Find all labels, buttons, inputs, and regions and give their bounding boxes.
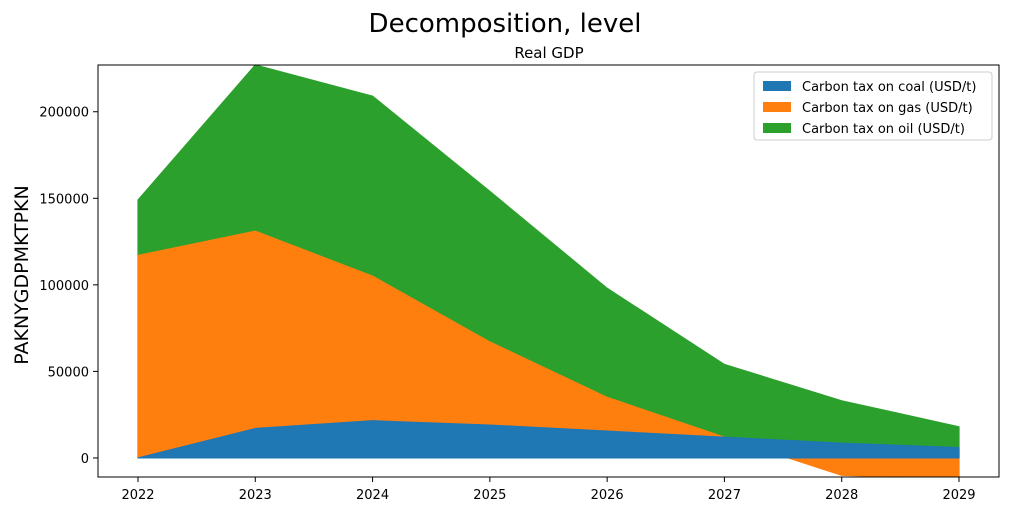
y-tick-label: 200000 — [39, 106, 89, 121]
legend: Carbon tax on coal (USD/t) Carbon tax on … — [753, 71, 993, 141]
x-tick-label: 2023 — [239, 488, 272, 503]
y-tick-label: 0 — [81, 452, 89, 467]
legend-swatch — [763, 81, 791, 91]
legend-swatch — [763, 123, 791, 133]
y-tick-label: 150000 — [39, 192, 89, 207]
x-axis-ticks: 2022 2023 2024 2025 2026 2027 2028 2029 — [121, 477, 976, 503]
figure-suptitle: Decomposition, level — [369, 9, 642, 39]
x-tick-label: 2024 — [356, 488, 389, 503]
legend-box — [753, 71, 993, 141]
area-coal — [137, 420, 960, 459]
legend-swatch — [763, 102, 791, 112]
legend-entry: Carbon tax on gas (USD/t) — [802, 101, 973, 116]
legend-entry: Carbon tax on coal (USD/t) — [802, 80, 976, 95]
area-layers — [137, 65, 960, 477]
x-tick-label: 2022 — [121, 488, 154, 503]
y-axis-ticks: 0 50000 100000 150000 200000 — [39, 106, 98, 467]
legend-entry: Carbon tax on oil (USD/t) — [802, 122, 965, 137]
area-gas — [137, 230, 960, 477]
y-tick-label: 50000 — [48, 365, 89, 380]
y-tick-label: 100000 — [39, 279, 89, 294]
x-tick-label: 2028 — [825, 488, 858, 503]
x-tick-label: 2027 — [708, 488, 741, 503]
chart-title: Real GDP — [514, 44, 583, 62]
y-axis-label: PAKNYGDPMKTPKN — [11, 185, 33, 364]
x-tick-label: 2026 — [591, 488, 624, 503]
plot-frame — [97, 64, 1000, 478]
x-tick-label: 2025 — [473, 488, 506, 503]
x-tick-label: 2029 — [942, 488, 975, 503]
